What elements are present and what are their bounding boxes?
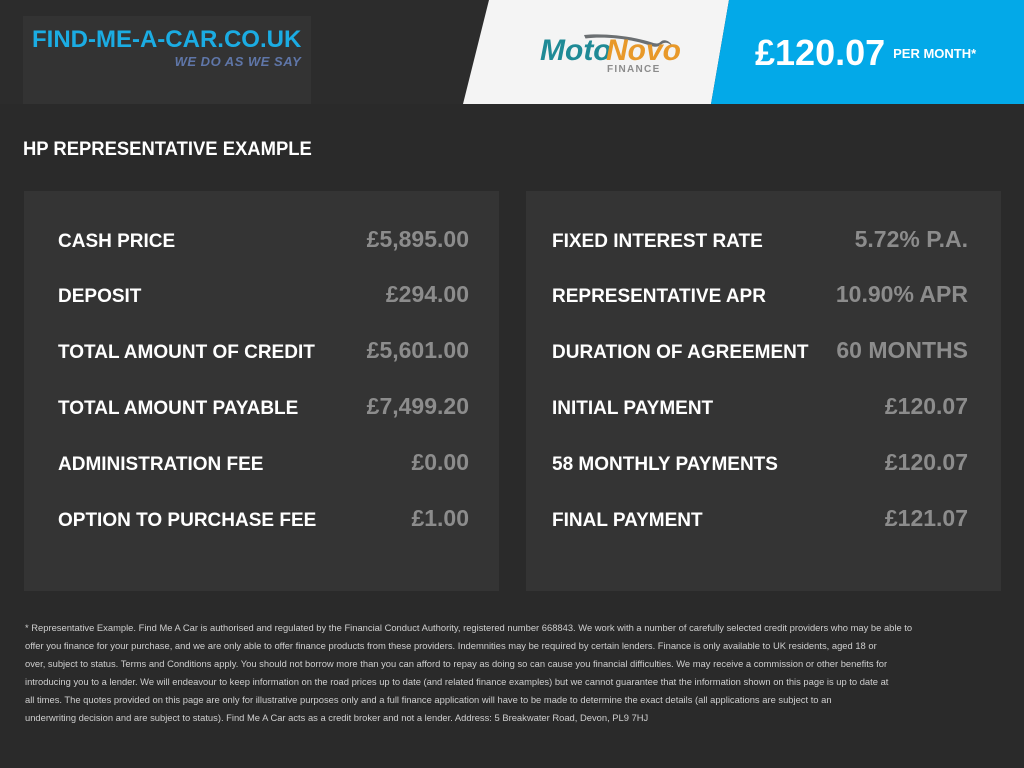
svg-text:Moto: Moto [540,34,612,67]
svg-text:FINANCE: FINANCE [607,64,661,75]
svg-text:Novo: Novo [606,34,681,67]
